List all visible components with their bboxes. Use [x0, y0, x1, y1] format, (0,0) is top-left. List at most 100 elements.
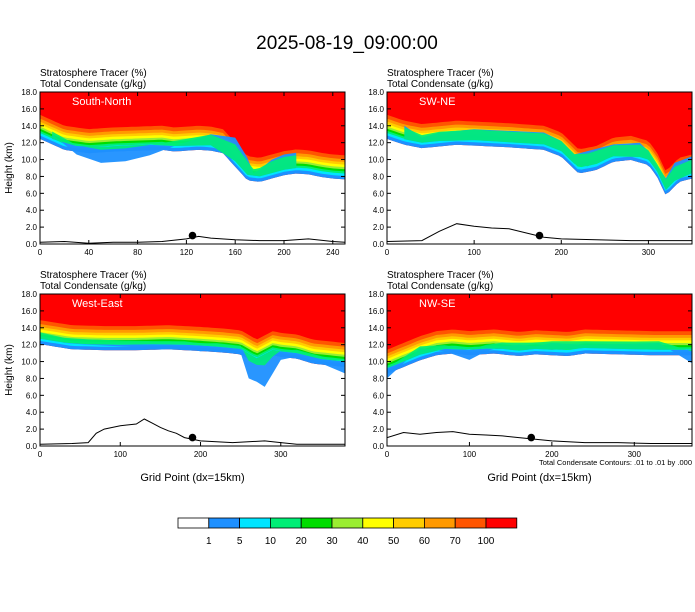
- y-tick-label: 2.0: [373, 223, 385, 232]
- y-tick-label: 14.0: [368, 122, 384, 131]
- y-tick-label: 16.0: [368, 307, 384, 316]
- colorbar-label: 10: [265, 536, 277, 547]
- x-tick-label: 100: [463, 450, 477, 459]
- y-tick-label: 10.0: [21, 358, 37, 367]
- terrain-line: [387, 223, 692, 242]
- y-tick-label: 16.0: [21, 105, 37, 114]
- colorbar-swatch: [423, 517, 456, 529]
- panel-label: NW-SE: [419, 298, 455, 310]
- colorbar-swatch: [331, 517, 364, 529]
- x-axis-label: Grid Point (dx=15km): [487, 472, 591, 484]
- plot-frame: [386, 91, 693, 245]
- colorbar-swatch: [239, 517, 271, 529]
- terrain-line: [40, 418, 345, 445]
- colorbar: 1 5 10 20 30 40 50 60 70 100: [177, 517, 518, 547]
- y-tick-label: 18.0: [368, 290, 384, 299]
- y-tick-label: 4.0: [26, 206, 38, 215]
- colorbar-label: 40: [357, 536, 369, 547]
- y-axis-label: Height (km): [4, 142, 15, 194]
- x-tick-label: 300: [274, 450, 288, 459]
- x-tick-label: 240: [326, 248, 340, 257]
- colorbar-label: 60: [419, 536, 431, 547]
- y-tick-label: 8.0: [26, 374, 38, 383]
- chart-panel-4: Stratosphere Tracer (%)Total Condensate …: [368, 270, 693, 484]
- location-marker: [527, 433, 536, 442]
- x-tick-label: 200: [277, 248, 291, 257]
- y-tick-label: 12.0: [368, 139, 384, 148]
- x-tick-label: 100: [114, 450, 128, 459]
- panel-subtitle-condensate: Total Condensate (g/kg): [387, 281, 493, 292]
- y-tick-label: 6.0: [26, 189, 38, 198]
- y-tick-label: 16.0: [368, 105, 384, 114]
- y-tick-label: 14.0: [368, 324, 384, 333]
- y-tick-label: 4.0: [373, 206, 385, 215]
- x-axis-label: Grid Point (dx=15km): [140, 472, 244, 484]
- colorbar-label: 70: [450, 536, 462, 547]
- x-tick-label: 100: [467, 248, 481, 257]
- y-axis-label: Height (km): [4, 344, 15, 396]
- colorbar-swatch: [208, 517, 241, 529]
- colorbar-swatch: [362, 517, 394, 529]
- y-tick-label: 0.0: [26, 442, 38, 451]
- location-marker: [188, 231, 197, 240]
- panel-label: West-East: [72, 298, 123, 310]
- y-tick-label: 0.0: [373, 240, 385, 249]
- x-tick-label: 200: [194, 450, 208, 459]
- x-tick-label: 160: [229, 248, 243, 257]
- panel-subtitle-condensate: Total Condensate (g/kg): [387, 79, 493, 90]
- colorbar-swatch: [485, 517, 518, 529]
- y-tick-label: 18.0: [368, 88, 384, 97]
- terrain-line: [387, 431, 692, 444]
- y-tick-label: 4.0: [373, 408, 385, 417]
- y-tick-label: 12.0: [21, 139, 37, 148]
- tracer-field: [40, 92, 345, 244]
- location-marker: [535, 231, 544, 240]
- x-tick-label: 40: [84, 248, 93, 257]
- x-tick-label: 0: [38, 450, 43, 459]
- y-tick-label: 10.0: [368, 156, 384, 165]
- panel-label: SW-NE: [419, 96, 455, 108]
- y-tick-label: 16.0: [21, 307, 37, 316]
- panels: Stratosphere Tracer (%)Total Condensate …: [4, 68, 693, 484]
- colorbar-label: 20: [296, 536, 308, 547]
- page-title: 2025-08-19_09:00:00: [256, 33, 438, 54]
- contour-note: Total Condensate Contours: .01 to .01 by…: [539, 458, 692, 467]
- y-tick-label: 8.0: [373, 172, 385, 181]
- x-tick-label: 300: [642, 248, 656, 257]
- y-tick-label: 2.0: [373, 425, 385, 434]
- x-tick-label: 120: [180, 248, 194, 257]
- y-tick-label: 6.0: [26, 391, 38, 400]
- y-tick-label: 8.0: [373, 374, 385, 383]
- colorbar-label: 30: [326, 536, 338, 547]
- y-tick-label: 12.0: [21, 341, 37, 350]
- tracer-field: [40, 294, 345, 445]
- tracer-plume: [387, 343, 692, 379]
- colorbar-swatch: [269, 517, 302, 529]
- tracer-plume: [40, 336, 345, 387]
- x-tick-label: 80: [133, 248, 142, 257]
- y-tick-label: 10.0: [368, 358, 384, 367]
- plot-frame: [39, 293, 346, 447]
- panel-label: South-North: [72, 96, 131, 108]
- y-tick-label: 8.0: [26, 172, 38, 181]
- panel-subtitle-tracer: Stratosphere Tracer (%): [40, 68, 147, 79]
- y-tick-label: 2.0: [26, 223, 38, 232]
- plot-frame: [39, 91, 346, 245]
- terrain-line: [40, 235, 345, 244]
- chart-panel-3: Stratosphere Tracer (%)Total Condensate …: [4, 270, 346, 484]
- panel-subtitle-tracer: Stratosphere Tracer (%): [387, 270, 494, 281]
- colorbar-swatch: [300, 517, 333, 529]
- y-tick-label: 18.0: [21, 88, 37, 97]
- colorbar-swatch: [177, 517, 210, 529]
- x-tick-label: 0: [385, 248, 390, 257]
- y-tick-label: 0.0: [26, 240, 38, 249]
- chart-panel-1: Stratosphere Tracer (%)Total Condensate …: [4, 68, 346, 257]
- y-tick-label: 0.0: [373, 442, 385, 451]
- plot-frame: [386, 293, 693, 447]
- panel-subtitle-tracer: Stratosphere Tracer (%): [40, 270, 147, 281]
- colorbar-label: 1: [206, 536, 212, 547]
- x-tick-label: 0: [385, 450, 390, 459]
- chart-panel-2: Stratosphere Tracer (%)Total Condensate …: [368, 68, 693, 257]
- x-tick-label: 200: [545, 450, 559, 459]
- panel-subtitle-condensate: Total Condensate (g/kg): [40, 281, 146, 292]
